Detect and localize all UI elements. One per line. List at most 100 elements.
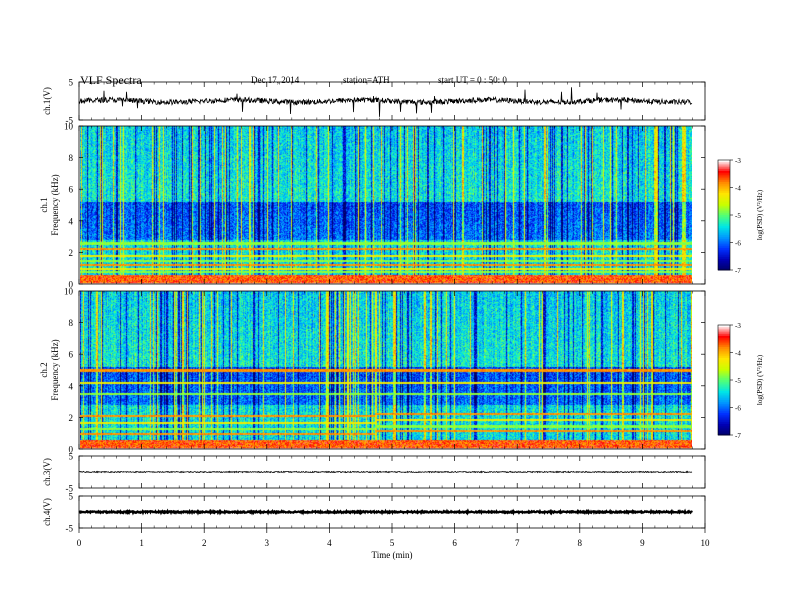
colorbar-segment [718, 178, 730, 181]
colorbar-segment [718, 422, 730, 425]
colorbar-segment [718, 378, 730, 381]
x-tick-label: 3 [265, 538, 270, 548]
colorbar-segment [718, 354, 730, 357]
colorbar-segment [718, 403, 730, 407]
colorbar-segment [718, 409, 730, 412]
colorbar-segment [718, 365, 730, 368]
x-tick-label: 4 [327, 538, 332, 548]
colorbar-segment [718, 376, 730, 379]
colorbar-segment [718, 227, 730, 231]
colorbar-segment [718, 369, 730, 372]
x-tick-label: 6 [452, 538, 457, 548]
colorbar-segment [718, 372, 730, 375]
y-tick-label: 2 [69, 248, 74, 258]
y-axis-label: ch.1 [39, 197, 49, 212]
colorbar-segment [718, 268, 730, 271]
colorbar-segment [718, 350, 730, 353]
colorbar-segment [718, 220, 730, 223]
x-tick-label: 9 [640, 538, 645, 548]
colorbar-segment [718, 235, 730, 238]
colorbar-segment [718, 413, 730, 416]
colorbar-segment [718, 424, 730, 427]
start-ut-label: start UT = 0 : 50: 0 [438, 75, 507, 85]
colorbar-segment [718, 231, 730, 234]
x-axis-label: Time (min) [372, 550, 413, 560]
series-line-ch.1(V) [78, 87, 693, 117]
colorbar-segment [718, 160, 730, 163]
y-tick-label: -5 [66, 524, 74, 534]
y-axis-label: ch.3(V) [42, 458, 52, 486]
colorbar-segment [718, 359, 730, 363]
colorbar-segment [718, 347, 730, 350]
colorbar-segment [718, 198, 730, 201]
colorbar-segment [718, 240, 730, 243]
colorbar-segment [718, 400, 730, 403]
colorbar-segment [718, 194, 730, 198]
colorbar-tick-label: -6 [735, 405, 741, 413]
colorbar-segment [718, 264, 730, 267]
colorbar-segment [718, 337, 730, 341]
colorbar-segment [718, 427, 730, 430]
colorbar-segment [718, 330, 730, 333]
colorbar-label: log(PSD) (V²/Hz) [756, 189, 764, 240]
colorbar-segment [718, 266, 730, 269]
colorbar-segment [718, 367, 730, 370]
colorbar-segment [718, 213, 730, 216]
colorbar-segment [718, 196, 730, 199]
colorbar-segment [718, 398, 730, 401]
colorbar-segment [718, 237, 730, 240]
colorbar-segment [718, 334, 730, 337]
colorbar-segment [718, 343, 730, 346]
colorbar-segment [718, 255, 730, 258]
colorbar-segment [718, 207, 730, 210]
colorbar-segment [718, 414, 730, 418]
y-tick-label: 0 [69, 445, 74, 455]
colorbar-tick-label: -7 [735, 267, 741, 275]
colorbar-segment [718, 361, 730, 364]
colorbar-segment [718, 262, 730, 265]
colorbar-segment [718, 411, 730, 414]
colorbar-segment [718, 396, 730, 399]
colorbar-segment [718, 418, 730, 421]
colorbar-segment [718, 193, 730, 196]
colorbar-segment [718, 358, 730, 361]
x-tick-label: 2 [202, 538, 207, 548]
colorbar-segment [718, 257, 730, 260]
colorbar-segment [718, 202, 730, 205]
colorbar-segment [718, 381, 730, 385]
colorbar-segment [718, 348, 730, 352]
colorbar-segment [718, 204, 730, 207]
colorbar-segment [718, 336, 730, 339]
colorbar-segment [718, 171, 730, 174]
x-tick-label: 5 [390, 538, 395, 548]
colorbar-segment [718, 165, 730, 168]
colorbar-segment [718, 352, 730, 355]
colorbar-segment [718, 383, 730, 386]
colorbar-segment [718, 416, 730, 419]
colorbar-segment [718, 172, 730, 176]
colorbar-segment [718, 385, 730, 388]
y-axis-label: ch.4(V) [42, 498, 52, 526]
colorbar-segment [718, 387, 730, 390]
colorbar-segment [718, 259, 730, 262]
colorbar-tick-label: -3 [735, 322, 741, 330]
colorbar-segment [718, 389, 730, 392]
colorbar-tick-label: -3 [735, 157, 741, 165]
colorbar-segment [718, 176, 730, 179]
x-tick-label: 10 [701, 538, 711, 548]
series-line-ch.4(V) [78, 508, 693, 516]
colorbar-tick-label: -4 [735, 185, 741, 193]
colorbar-segment [718, 248, 730, 251]
colorbar-segment [718, 339, 730, 342]
y-tick-label: 6 [69, 350, 74, 360]
colorbar-segment [718, 200, 730, 203]
y-tick-label: 8 [69, 318, 74, 328]
x-tick-label: 0 [77, 538, 82, 548]
colorbar-segment [718, 325, 730, 328]
colorbar-segment [718, 425, 730, 429]
colorbar-segment [718, 238, 730, 242]
y-tick-label: -5 [66, 116, 74, 126]
colorbar-segment [718, 374, 730, 377]
colorbar-segment [718, 233, 730, 236]
